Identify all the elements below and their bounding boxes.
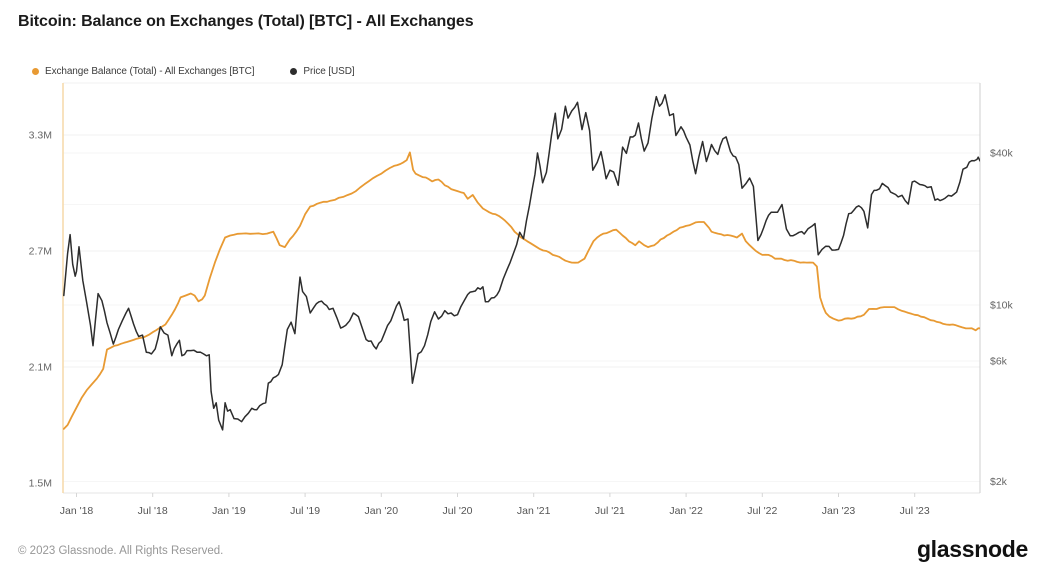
legend-item-exchange-balance[interactable]: Exchange Balance (Total) - All Exchanges… [32,66,255,77]
footer-copyright: © 2023 Glassnode. All Rights Reserved. [18,545,224,557]
right-axis-label: $2k [990,476,1008,488]
x-axis-label: Jan '22 [669,505,703,517]
left-axis-label: 3.3M [29,130,52,142]
series-price-line [63,94,980,431]
left-axis-label: 2.1M [29,362,52,374]
legend-item-price[interactable]: Price [USD] [290,66,355,77]
series-exchange-balance-line [63,151,980,430]
legend-label-exchange-balance: Exchange Balance (Total) - All Exchanges… [45,66,255,77]
x-axis-label: Jul '21 [595,505,625,517]
legend-label-price: Price [USD] [303,66,355,77]
chart-title: Bitcoin: Balance on Exchanges (Total) [B… [18,13,474,30]
x-axis-label: Jan '19 [212,505,246,517]
x-axis-label: Jul '22 [747,505,777,517]
left-axis-label: 2.7M [29,246,52,258]
left-axis-label: 1.5M [29,478,52,490]
right-axis-label: $10k [990,300,1014,312]
x-axis-label: Jan '21 [517,505,551,517]
legend-dot-exchange-balance-icon [32,68,39,75]
right-axis-label: $6k [990,356,1008,368]
glassnode-logo: glassnode [916,536,1028,562]
right-axis-label: $40k [990,147,1014,159]
legend: Exchange Balance (Total) - All Exchanges… [32,66,355,77]
legend-dot-price-icon [290,68,298,75]
x-axis-label: Jul '23 [900,505,930,517]
x-axis-label: Jul '18 [138,505,168,517]
x-axis-label: Jan '18 [60,505,94,517]
x-axis-label: Jan '23 [822,505,856,517]
x-axis-label: Jul '19 [290,505,320,517]
x-axis-label: Jul '20 [442,505,472,517]
x-axis-label: Jan '20 [365,505,399,517]
